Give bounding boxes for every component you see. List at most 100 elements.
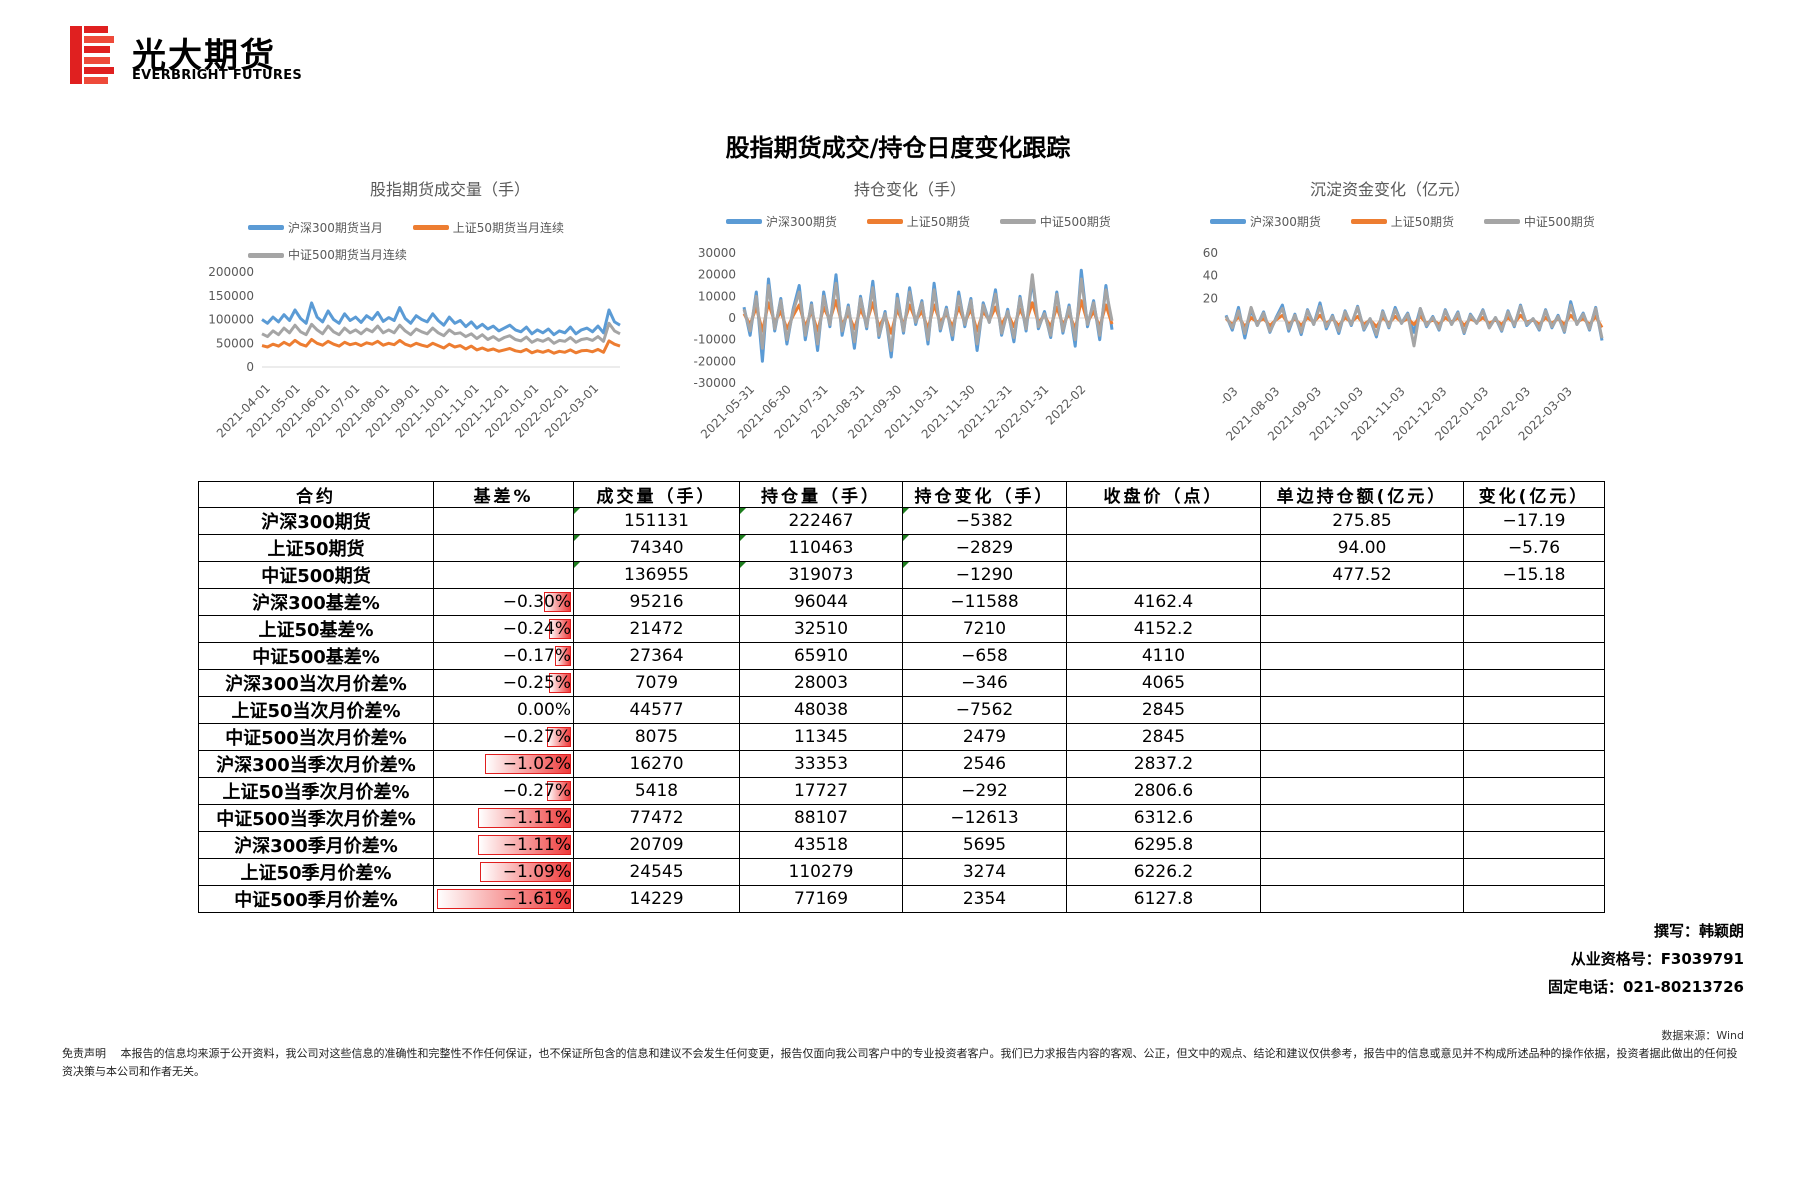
basis-cell [433,534,574,562]
amount-cell [1260,777,1464,805]
cell-indicator-icon [903,535,909,541]
oi-cell: 28003 [739,669,903,697]
oi-value: 222467 [788,511,854,531]
oi-cell: 110279 [739,858,903,886]
change-cell: −17.19 [1463,507,1605,535]
oi-change-cell: 2546 [902,750,1067,778]
table-row: 沪深300基差% −0.30% 95216 96044 −11588 4162.4 [198,588,1605,616]
basis-bar [546,781,571,801]
author-name: 撰写：韩颖朗 [1653,922,1744,940]
column-header: 成交量（手） [573,481,740,508]
contract-name: 沪深300当季次月价差% [198,750,434,778]
basis-value: −0.30% [502,592,571,612]
chart2-legend-item: 上证50期货 [866,213,970,230]
amount-cell [1260,858,1464,886]
oi-change-cell: 3274 [902,858,1067,886]
close-value: 6226.2 [1133,862,1194,882]
oi-change-cell: −11588 [902,588,1067,616]
column-header: 持仓量（手） [739,481,903,508]
chart1-title: 股指期货成交量（手） [369,180,530,199]
oi-value: 77169 [793,889,849,909]
oi-change-cell: −292 [902,777,1067,805]
chart1-legend-item: 沪深300期货当月 [248,215,383,241]
close-cell: 6226.2 [1066,858,1261,886]
basis-bar [544,592,571,612]
oi-cell: 88107 [739,804,903,832]
y-tick-label: 200000 [208,265,254,279]
oi-change-value: 2354 [962,889,1007,909]
oi-change-value: −5382 [955,511,1014,531]
oi-change-value: −11588 [950,592,1019,612]
change-cell [1463,615,1605,643]
oi-value: 28003 [793,673,849,693]
y-tick-label: 50000 [216,336,254,350]
x-tick-label: 2022-02 [1043,382,1088,427]
basis-value: −1.11% [502,808,571,828]
contract-name: 沪深300期货 [198,507,434,535]
oi-change-value: 3274 [962,862,1007,882]
volume-cell: 5418 [573,777,740,805]
author-license: 从业资格号：F3039791 [1570,950,1744,968]
y-tick-label: 60 [1203,246,1218,260]
volume-value: 16270 [629,754,684,774]
oi-cell: 33353 [739,750,903,778]
contract-name: 上证50当次月价差% [198,696,434,724]
amount-cell [1260,804,1464,832]
cell-indicator-icon [903,508,909,514]
basis-bar [485,754,571,774]
column-header: 变化(亿元） [1463,481,1605,508]
chart1-legend-item: 中证500期货当月连续 [248,242,407,268]
change-cell [1463,831,1605,859]
basis-bar [479,862,571,882]
volume-chart: 0500001000001500002000002021-04-012021-0… [208,265,621,440]
close-cell: 2845 [1066,696,1261,724]
contract-name: 中证500期货 [198,561,434,589]
oi-cell: 48038 [739,696,903,724]
close-cell: 4152.2 [1066,615,1261,643]
change-cell [1463,642,1605,670]
close-cell: 6312.6 [1066,804,1261,832]
chart3-legend-item: 上证50期货 [1350,213,1454,230]
chart3-legend: 沪深300期货 上证50期货 中证500期货 [1210,213,1630,230]
cell-indicator-icon [574,535,580,541]
oi-change-value: 2546 [962,754,1007,774]
volume-value: 14229 [629,889,684,909]
basis-bar [546,727,571,747]
oi-cell: 11345 [739,723,903,751]
basis-value: −0.17% [502,646,571,666]
author-phone: 固定电话：021-80213726 [1547,978,1744,996]
volume-cell: 21472 [573,615,740,643]
logo-english-name: EVERBRIGHT FUTURES [132,68,303,83]
volume-cell: 24545 [573,858,740,886]
change-cell [1463,804,1605,832]
y-tick-label: 0 [728,311,736,325]
change-cell [1463,777,1605,805]
volume-cell: 95216 [573,588,740,616]
oi-change-cell: 2354 [902,885,1067,913]
volume-cell: 44577 [573,696,740,724]
oi-change-cell: −2829 [902,534,1067,562]
series-line-2 [261,338,621,355]
oi-value: 33353 [793,754,849,774]
contract-name: 上证50基差% [198,615,434,643]
oi-value: 110463 [788,538,854,558]
oi-cell: 32510 [739,615,903,643]
column-header: 合约 [198,481,434,508]
close-value: 2806.6 [1133,781,1194,801]
basis-bar [478,808,571,828]
oi-cell: 77169 [739,885,903,913]
table-row: 上证50季月价差% −1.09% 24545 110279 3274 6226.2 [198,858,1605,886]
basis-bar [548,673,571,693]
volume-value: 74340 [629,538,684,558]
contract-name: 沪深300季月价差% [198,831,434,859]
close-cell [1066,561,1261,589]
table-row: 中证500季月价差% −1.61% 14229 77169 2354 6127.8 [198,885,1605,913]
change-cell [1463,588,1605,616]
oi-value: 319073 [788,565,854,585]
oi-change-cell: 7210 [902,615,1067,643]
contract-name: 中证500季月价差% [198,885,434,913]
amount-cell [1260,723,1464,751]
basis-cell: −0.27% [433,777,574,805]
series-line-3 [742,273,1114,352]
oi-cell: 222467 [739,507,903,535]
